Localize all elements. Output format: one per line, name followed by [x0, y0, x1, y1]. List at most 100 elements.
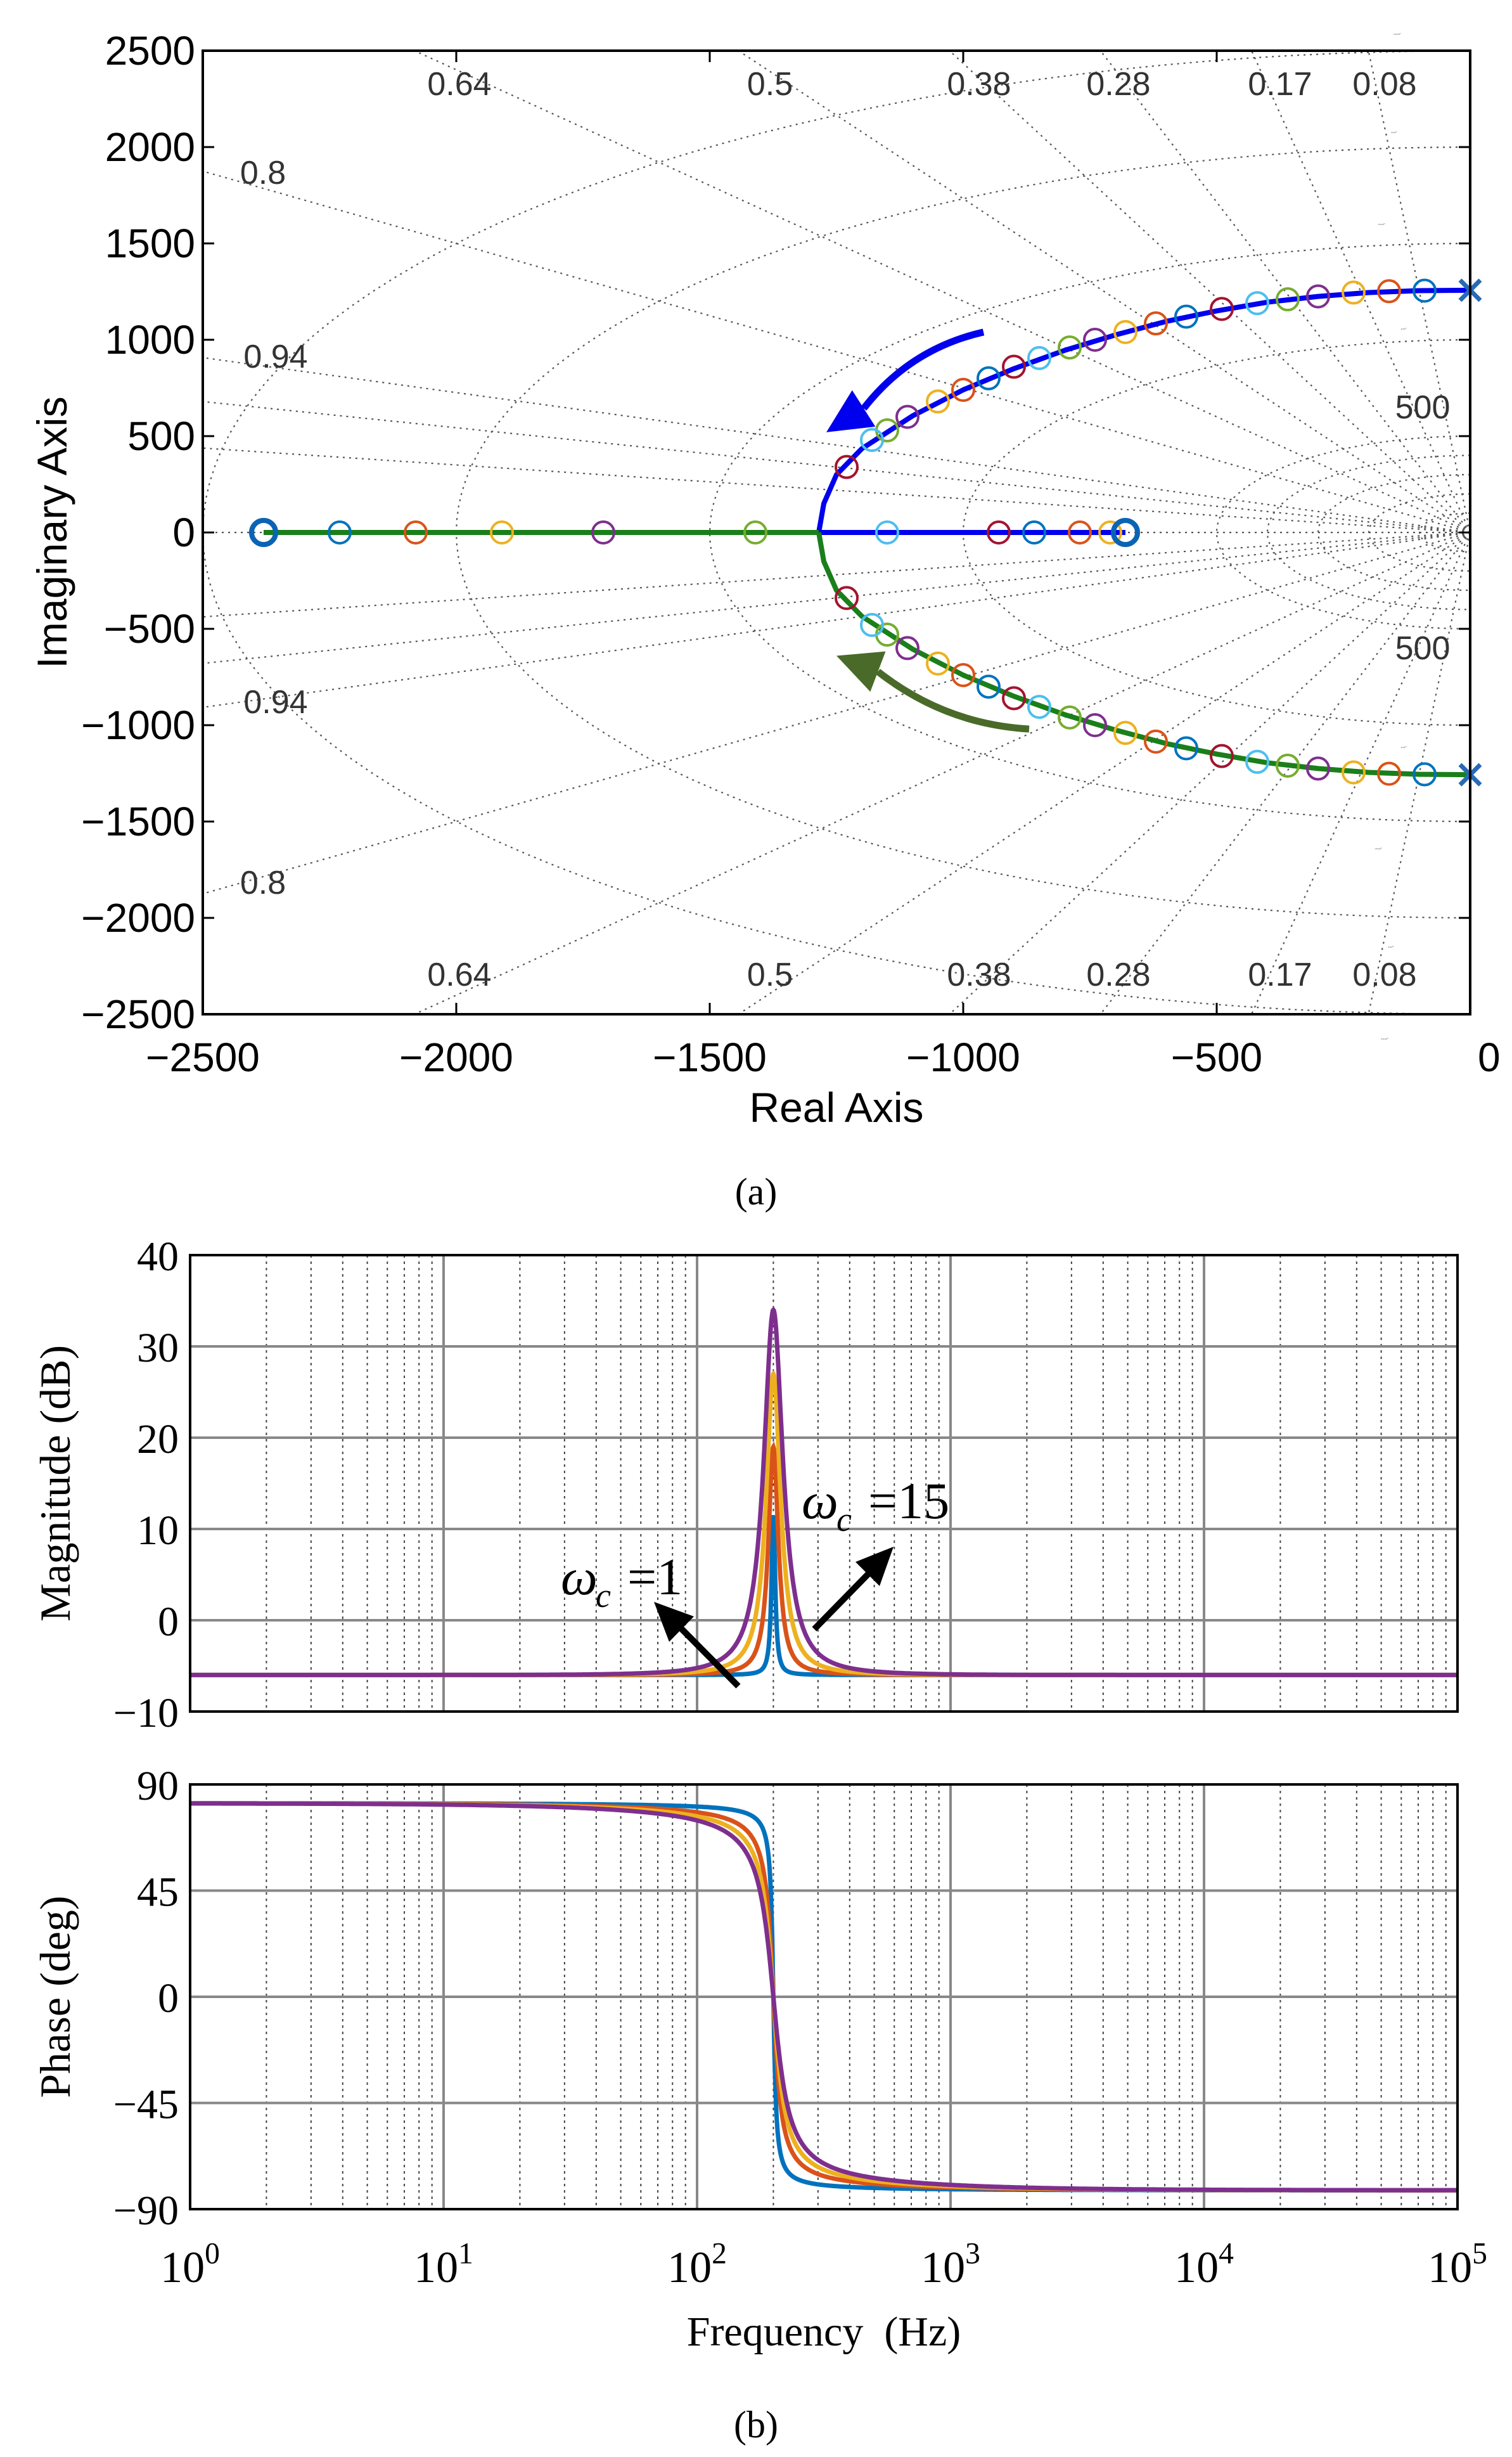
locus-marker-30 [1113, 721, 1137, 745]
ph-y-tick-label-4: −90 [113, 2188, 179, 2234]
freq-tick-label-4: 104 [1174, 2238, 1234, 2292]
direction-arrow-shaft-1 [876, 669, 1030, 733]
zeta-label-bottom-6: 0.8 [240, 865, 286, 901]
s-plane-grid-labels: 0.64 0.64 0.5 0.5 0.38 0.38 0.28 0.28 0.17 0.17 0.… [240, 33, 1451, 1040]
locus-marker-40 [860, 612, 884, 637]
mag-y-tick-label-0: −10 [113, 1690, 179, 1736]
zeta-label-top-1: 0.5 [747, 66, 793, 103]
y-tick-label-5: 0 [172, 510, 195, 555]
zeta-ray-down-6 [203, 531, 1470, 895]
root-locus-markers [249, 278, 1482, 787]
y-tick-label-0: 2500 [105, 28, 195, 74]
x-tick-label-0: −2500 [146, 1035, 260, 1080]
phase-series [190, 1801, 1458, 2193]
wn-label-bottom-3: 2×1052 [1388, 946, 1394, 948]
zeta-label-bottom-0: 0.64 [427, 957, 491, 993]
locus-marker-13 [1002, 354, 1026, 379]
locus-marker-0 [1413, 278, 1437, 303]
zeta-label-bottom-7: 0.94 [243, 684, 307, 721]
direction-arrow-shaft-0 [861, 328, 985, 411]
locus-marker-38 [895, 636, 919, 661]
ph-y-tick-label-1: 45 [137, 1869, 179, 1916]
ph-y-tick-label-3: −45 [113, 2082, 179, 2128]
zeta-label-top-3: 0.28 [1086, 66, 1150, 103]
root-locus-ylabel: Imaginary Axis [29, 396, 75, 668]
locus-marker-48 [987, 520, 1011, 545]
wn-label-bottom-1: 1×1052 [1400, 746, 1407, 749]
y-tick-label-8: −1500 [81, 799, 195, 844]
wn-inner-arc-2 [1317, 474, 1470, 591]
wc-15-arrow-head [855, 1547, 894, 1586]
locus-marker-27 [1210, 744, 1234, 768]
locus-marker-47 [875, 520, 899, 545]
zeta-label-bottom-2: 0.38 [947, 957, 1011, 993]
phase-frame [189, 1783, 1459, 2210]
zeta-label-bottom-4: 0.17 [1248, 957, 1312, 993]
root-locus-frame [202, 49, 1471, 1016]
y-tick-label-9: −2000 [81, 895, 195, 941]
locus-marker-29 [1144, 729, 1168, 754]
wc-1-arrow-shaft [674, 1622, 741, 1689]
locus-marker-11 [1058, 335, 1082, 360]
locus-marker-21 [1413, 762, 1437, 787]
locus-marker-26 [1245, 749, 1269, 774]
wn-label-top-0: 500 [1395, 389, 1451, 426]
zeta-label-bottom-3: 0.28 [1086, 957, 1150, 993]
locus-marker-44 [490, 520, 514, 545]
locus-marker-2 [1342, 280, 1366, 305]
locus-marker-31 [1083, 713, 1107, 737]
y-tick-label-10: −2500 [81, 991, 195, 1037]
zeta-ray-down-9 [203, 531, 1470, 664]
frequency-tick-labels: 100 101 102 103 104 105 [160, 2238, 1487, 2292]
zeta-label-top-0: 0.64 [427, 66, 491, 103]
mag-y-tick-label-4: 30 [137, 1325, 179, 1371]
phase-tick-labels: 90 45 0 −45 −90 [113, 1763, 179, 2234]
mag-y-tick-label-3: 20 [137, 1416, 179, 1462]
wc-1-subscript: c [596, 1577, 611, 1615]
phase-ylabel: Phase (deg) [31, 1895, 79, 2098]
locus-marker-9 [1113, 319, 1137, 344]
freq-tick-label-2: 102 [667, 2238, 727, 2292]
locus-marker-3 [1306, 284, 1330, 309]
locus-marker-8 [1144, 311, 1168, 336]
x-tick-label-4: −500 [1171, 1035, 1262, 1080]
freq-tick-label-3: 103 [921, 2238, 980, 2292]
locus-marker-10 [1083, 328, 1107, 352]
locus-marker-46 [743, 520, 767, 545]
mag-y-tick-label-2: 10 [137, 1507, 179, 1554]
zeta-label-top-2: 0.38 [947, 66, 1011, 103]
phase-grid [189, 1783, 1459, 2210]
y-tick-label-6: −500 [104, 606, 195, 652]
locus-marker-33 [1027, 695, 1051, 719]
wn-label-top-3: 2×1052 [1391, 131, 1397, 134]
mag-y-tick-label-5: 40 [137, 1234, 179, 1280]
x-tick-label-1: −2000 [399, 1035, 513, 1080]
wc-15-arrow-shaft [812, 1568, 874, 1632]
locus-marker-34 [1002, 686, 1026, 711]
zeta-label-top-6: 0.8 [240, 155, 286, 191]
locus-marker-22 [1377, 761, 1401, 786]
wc-15-value: =15 [868, 1472, 949, 1530]
locus-marker-51 [1098, 520, 1122, 545]
zeta-ray-up-6 [203, 170, 1470, 534]
locus-marker-32 [1058, 705, 1082, 730]
locus-marker-49 [1022, 520, 1046, 545]
locus-marker-16 [926, 389, 950, 414]
freq-tick-label-5: 105 [1428, 2238, 1487, 2292]
locus-marker-35 [977, 674, 1001, 699]
zero-marker-0 [249, 518, 278, 547]
wn-label-bottom-2: 1.5×1052 [1374, 848, 1382, 850]
frequency-xlabel: Frequency (Hz) [687, 2309, 961, 2355]
root-locus-xlabel: Real Axis [749, 1084, 923, 1131]
locus-marker-15 [951, 378, 975, 403]
mag-y-tick-label-1: 0 [158, 1599, 179, 1645]
wn-label-top-1: 1×1052 [1400, 328, 1407, 330]
root-locus-tick-labels: −2500 −2000 −1500 −1000 −500 0 2500 2000 1500 100… [81, 28, 1500, 1080]
locus-marker-28 [1174, 736, 1198, 761]
locus-marker-45 [591, 520, 615, 545]
phase-series-3 [190, 1801, 1458, 2193]
freq-tick-label-0: 100 [160, 2238, 220, 2292]
zeta-label-top-7: 0.94 [243, 339, 307, 375]
